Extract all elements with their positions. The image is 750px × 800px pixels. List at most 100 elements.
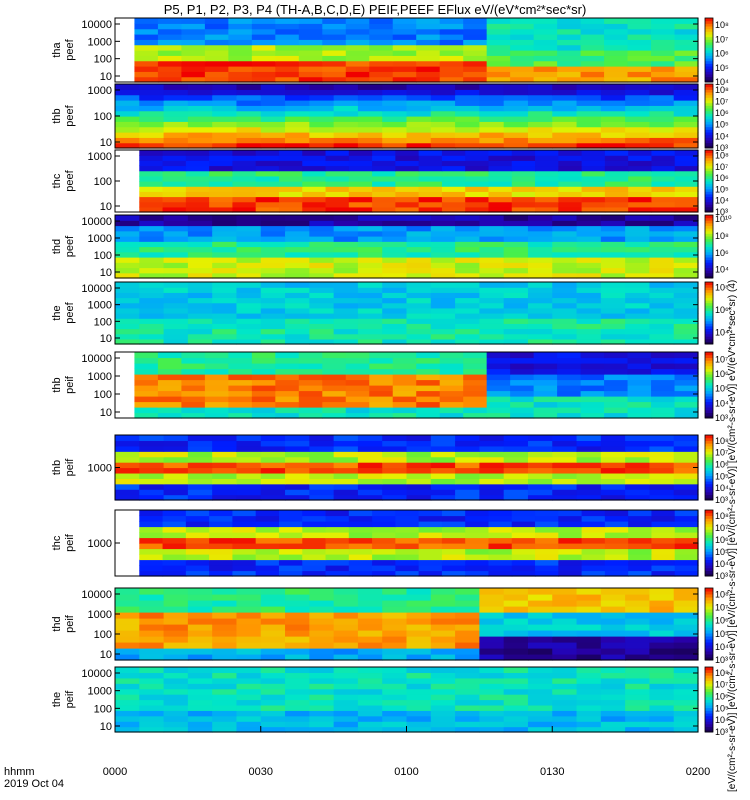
spectrogram-cell [455,704,480,711]
spectrogram-cell [455,116,480,122]
spectrogram-cell [139,318,165,324]
spectrogram-cell [465,191,490,198]
spectrogram-cell [115,715,140,722]
spectrogram-cell [345,412,370,419]
spectrogram-cell [673,307,699,314]
spectrogram-cell [580,374,605,381]
date-label: 2019 Oct 04 [4,778,64,790]
spectrogram-cell [115,105,140,112]
spectrogram-cell [527,297,553,304]
spectrogram-cell [255,175,280,182]
spectrogram-cell [533,412,558,419]
colorbar-cell [705,178,713,182]
spectrogram-cell [285,440,310,447]
colorbar-cell [705,376,713,380]
spectrogram-cell [503,116,529,122]
spectrogram-cell [357,672,383,679]
spectrogram-cell [673,89,699,96]
spectrogram-cell [325,570,350,577]
spectrogram-cell [236,297,262,304]
spectrogram-cell [309,715,335,722]
spectrogram-cell [406,292,432,299]
spectrogram-cell [115,688,140,695]
spectrogram-cell [139,510,164,517]
spectrogram-cell [673,588,699,595]
spectrogram-cell [576,236,602,242]
spectrogram-cell [674,357,699,364]
spectrogram-cell [236,137,262,144]
spectrogram-cell [604,165,629,172]
spectrogram-cell [600,594,626,601]
spectrogram-cell [139,630,165,637]
spectrogram-cell [651,170,676,177]
spectrogram-cell [416,28,441,35]
spectrogram-cell [455,105,480,112]
spectrogram-cell [212,132,238,138]
spectrogram-cell [382,105,408,112]
spectrogram-cell [322,34,347,40]
spectrogram-cell [463,44,488,51]
spectrogram-cell [309,606,335,613]
spectrogram-cell [212,612,238,619]
spectrogram-cell [187,225,213,232]
spectrogram-cell [535,526,559,533]
spectrogram-cell [139,489,165,496]
spectrogram-cell [463,368,488,375]
spectrogram-cell [430,225,456,232]
spectrogram-cell [510,390,535,397]
spectrogram-cell [157,28,182,35]
spectrogram-cell [251,55,276,62]
colorbar-cell [705,264,713,269]
spectrogram-cell [581,201,606,208]
spectrogram-cell [260,338,286,345]
spectrogram-cell [309,654,335,661]
spectrogram-cell [395,537,420,544]
spectrogram-cell [357,588,383,595]
spectrogram-cell [232,165,257,172]
spectrogram-cell [163,328,189,335]
spectrogram-cell [486,357,511,364]
spectrogram-cell [580,407,605,414]
spectrogram-cell [580,60,605,67]
spectrogram-cell [406,456,432,463]
spectrogram-cell [628,515,653,522]
spectrogram-cell [503,110,529,117]
spectrogram-cell [187,704,213,711]
spectrogram-cell [486,76,511,83]
spectrogram-cell [275,71,300,78]
spectrogram-cell [406,302,432,309]
spectrogram-cell [139,456,165,463]
spectrogram-cell [345,39,370,46]
spectrogram-cell [604,543,629,550]
spectrogram-cell [625,333,651,340]
spectrogram-cell [552,287,578,293]
colorbar-cell [705,606,713,610]
spectrogram-cell [251,23,276,30]
spectrogram-cell [503,467,529,474]
spectrogram-cell [455,478,480,485]
spectrogram-cell [115,241,140,248]
spectrogram-cell [511,554,536,561]
spectrogram-cell [382,435,408,442]
spectrogram-cell [649,302,675,309]
colorbar-cell [705,515,713,519]
spectrogram-cell [260,472,286,479]
spectrogram-cell [372,170,396,177]
spectrogram-cell [430,445,456,452]
spectrogram-cell [181,44,206,51]
spectrogram-cell [134,390,159,397]
spectrogram-cell [503,440,529,447]
spectrogram-cell [673,435,699,442]
spectrogram-cell [382,600,408,607]
spectrogram-cell [455,333,480,340]
spectrogram-cell [357,435,383,442]
spectrogram-cell [580,34,605,40]
spectrogram-cell [187,456,213,463]
spectrogram-cell [309,494,335,501]
spectrogram-cell [535,175,559,182]
spectrogram-cell [604,50,629,56]
panel-label-probe: thc [51,173,63,188]
colorbar-cell [705,688,713,692]
spectrogram-cell [322,412,347,419]
y-tick-label: 100 [94,316,112,328]
